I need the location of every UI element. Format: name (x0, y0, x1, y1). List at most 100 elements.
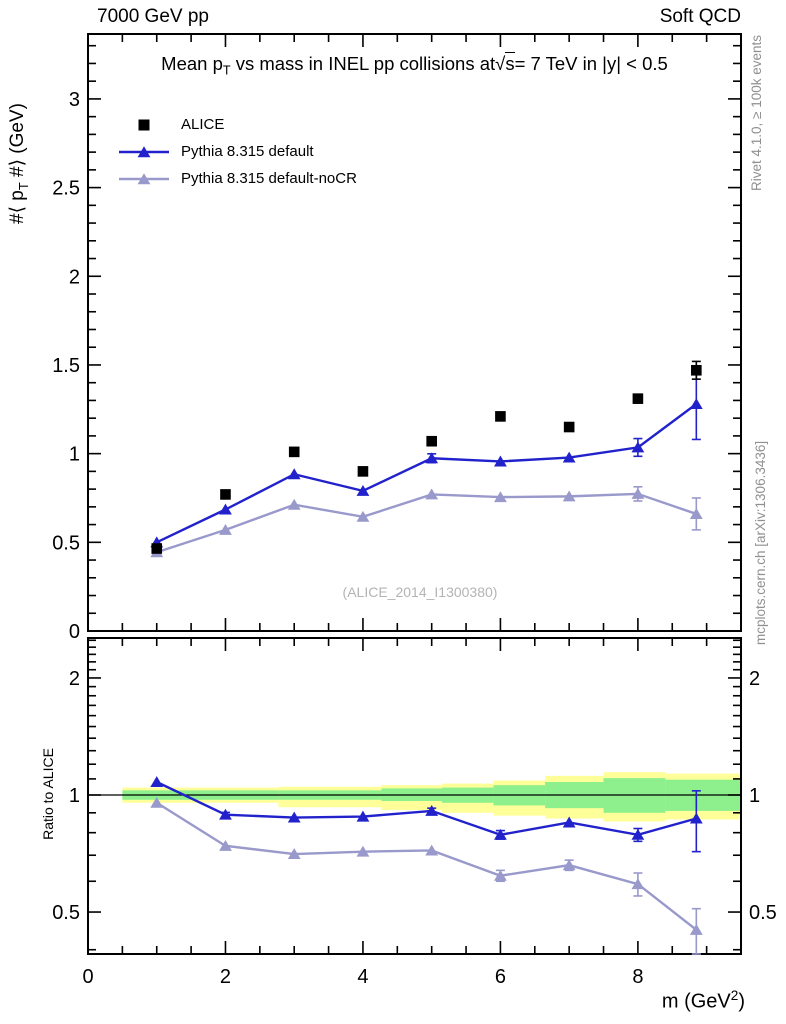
tick-label: 2 (220, 966, 231, 988)
data-point-marker (425, 488, 439, 500)
tick-label: 0.5 (749, 902, 777, 924)
plot-title: Mean pT vs mass in INEL pp collisions at… (88, 52, 741, 78)
data-point-marker (150, 776, 164, 788)
data-point-marker (219, 503, 232, 515)
tick-label: 0.5 (52, 902, 80, 924)
data-point-marker (631, 828, 645, 840)
data-point-marker (632, 393, 644, 404)
rivet-version-label: Rivet 4.1.0, ≥ 100k events (749, 35, 764, 191)
main-panel-frame (87, 33, 742, 632)
title-text: = 7 TeV in |y| < 0.5 (514, 53, 668, 74)
data-point-marker (562, 859, 576, 871)
y-axis-title-text: #⟩ (GeV) (7, 103, 28, 183)
legend-label: Pythia 8.315 default (181, 143, 314, 160)
data-point-marker (425, 844, 439, 856)
data-point-marker (287, 811, 301, 823)
x-axis-title: m (GeV2) (555, 988, 745, 1014)
data-point-marker (219, 839, 232, 851)
analysis-id-watermark: (ALICE_2014_I1300380) (342, 584, 498, 600)
data-point-marker (357, 466, 369, 477)
alice-marker (138, 119, 150, 130)
data-point-marker (356, 484, 370, 496)
mcplots-reference-label: mcplots.cern.ch [arXiv:1306.3436] (753, 440, 768, 645)
tick-label: 1.5 (52, 355, 80, 377)
data-point-marker (563, 421, 575, 433)
tick-label: 0.5 (52, 532, 80, 554)
data-point-marker (631, 441, 645, 453)
data-point-marker (425, 452, 439, 464)
square-marker-icon (138, 119, 150, 130)
data-point-marker (494, 455, 507, 467)
data-point-marker (495, 411, 506, 422)
legend-item-alice: ALICE (116, 111, 357, 138)
data-point-marker (691, 364, 702, 376)
data-point-marker (425, 805, 439, 816)
y-axis-title-ratio: Ratio to ALICE (40, 748, 56, 840)
y-axis-title-text: #⟨ p (7, 190, 28, 224)
x-axis-title-text: ) (738, 990, 745, 1013)
data-point-marker (689, 812, 703, 824)
tick-label: 3 (69, 89, 80, 111)
sqrt-symbol: √ (495, 53, 506, 74)
tick-label: 1 (69, 444, 80, 466)
data-point-marker (219, 808, 232, 820)
data-point-marker (631, 878, 645, 890)
data-point-marker (562, 816, 576, 828)
tick-label: 2 (69, 668, 80, 690)
data-point-marker (288, 446, 300, 458)
ratio-panel-frame (87, 637, 742, 955)
title-text: Mean p (161, 53, 223, 74)
data-point-marker (631, 487, 645, 499)
data-point-marker (220, 489, 231, 500)
data-point-marker (356, 845, 370, 857)
tick-label: 4 (357, 966, 368, 988)
x-axis-title-superscript: 2 (730, 988, 739, 1003)
title-subscript: T (222, 63, 231, 78)
tick-label: 2.5 (52, 178, 80, 200)
data-point-marker (494, 491, 507, 503)
y-axis-title-main: #⟨ pT #⟩ (GeV) (6, 26, 31, 224)
data-point-marker (689, 508, 703, 519)
legend-triangle (137, 145, 151, 157)
y-axis-title-subscript: T (15, 182, 31, 191)
data-point-marker (426, 435, 437, 447)
data-point-marker (562, 451, 576, 463)
tick-label: 6 (495, 966, 506, 988)
legend-label: Pythia 8.315 default-noCR (181, 170, 357, 187)
sqrt-s-overline: s (505, 52, 515, 74)
data-point-marker (287, 468, 301, 480)
tick-label: 1 (749, 785, 760, 807)
data-point-marker (150, 796, 164, 808)
data-point-marker (287, 848, 301, 860)
tick-label: 0 (69, 621, 80, 643)
tick-label: 2 (69, 266, 80, 288)
beam-energy-label: 7000 GeV pp (97, 6, 209, 27)
data-point-marker (689, 923, 703, 935)
tick-label: 2 (749, 668, 760, 690)
legend-item-pythia-nocr: Pythia 8.315 default-noCR (116, 165, 357, 192)
data-point-marker (219, 524, 232, 535)
tick-label: 1 (69, 785, 80, 807)
legend: ALICE Pythia 8.315 default Pythia 8.315 … (116, 111, 357, 192)
process-group-label: Soft QCD (659, 6, 741, 27)
data-point-marker (494, 828, 507, 840)
data-point-marker (356, 810, 370, 822)
series-line (156, 403, 698, 544)
data-point-marker (562, 490, 576, 502)
data-point-marker (689, 398, 703, 409)
data-point-marker (151, 543, 163, 554)
data-point-marker (356, 510, 370, 522)
data-point-marker (494, 869, 507, 881)
triangle-line-marker-icon (119, 145, 169, 157)
title-text: vs mass in INEL pp collisions at (230, 53, 496, 74)
legend-triangle (137, 172, 151, 184)
legend-item-pythia-default: Pythia 8.315 default (116, 138, 357, 165)
tick-label: 8 (632, 966, 643, 988)
data-point-marker (287, 498, 301, 510)
legend-label: ALICE (181, 116, 225, 133)
series-line (156, 801, 698, 931)
x-axis-title-text: m (GeV (661, 990, 731, 1013)
tick-label: 0 (82, 966, 93, 988)
